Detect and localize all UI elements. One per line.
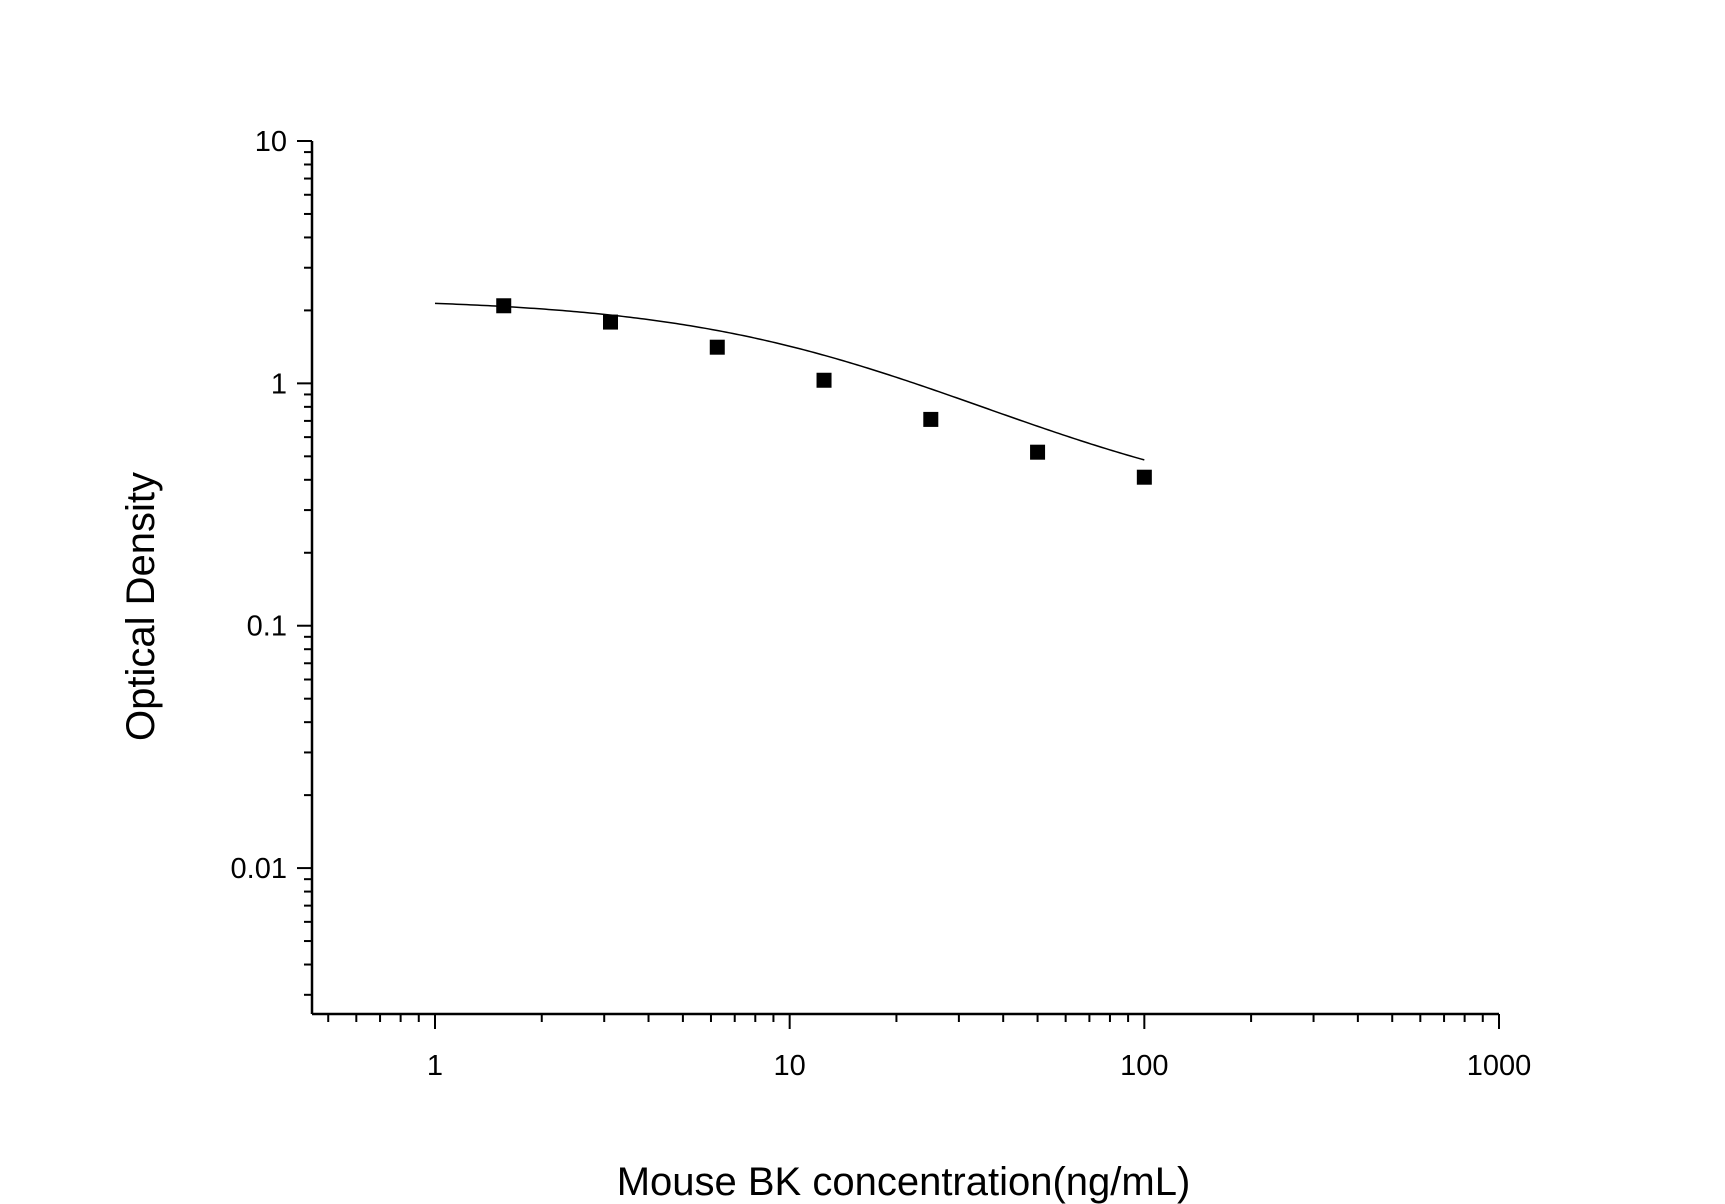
x-tick-label: 1000	[1467, 1050, 1532, 1082]
data-point	[923, 411, 939, 427]
axes: 1 10 100 1000 10 1 0.1 0.01	[231, 126, 1532, 1082]
data-point	[496, 298, 512, 314]
y-axis-title: Optical Density	[119, 472, 163, 741]
data-point	[1136, 469, 1152, 485]
y-tick-label: 0.1	[247, 611, 287, 643]
y-tick-label: 1	[271, 368, 287, 400]
x-tick-label: 10	[774, 1050, 806, 1082]
data-point	[1030, 444, 1046, 460]
data-point	[603, 314, 619, 330]
y-tick-label: 0.01	[231, 853, 287, 885]
x-axis-title: Mouse BK concentration(ng/mL)	[617, 1160, 1191, 1204]
y-tick-label: 10	[255, 126, 287, 158]
data-points	[496, 298, 1152, 485]
fit-curve	[434, 302, 1145, 461]
data-point	[816, 372, 832, 388]
data-point	[709, 339, 725, 355]
x-tick-label: 1	[427, 1050, 443, 1082]
x-tick-label: 100	[1120, 1050, 1168, 1082]
fit-curve-group	[434, 302, 1145, 461]
